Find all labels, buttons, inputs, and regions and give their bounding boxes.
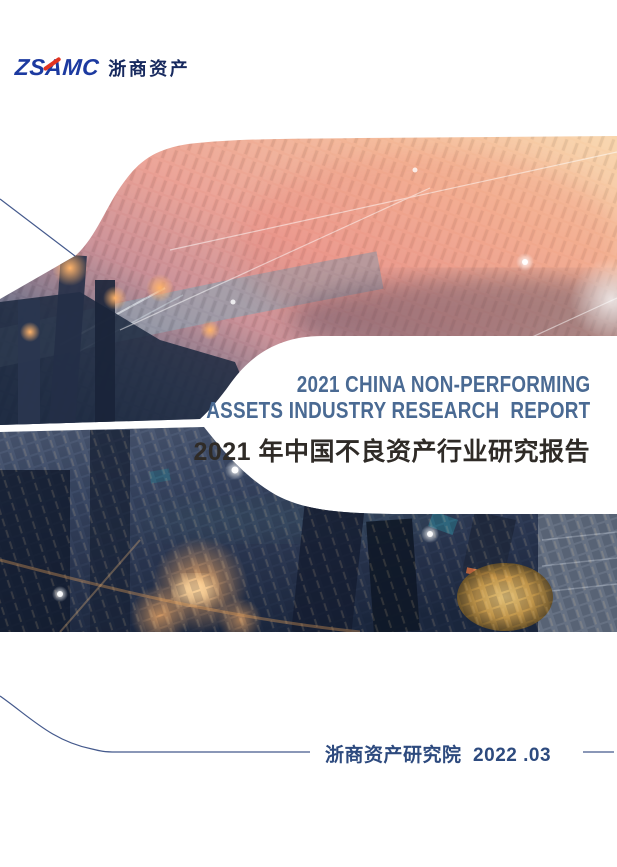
title-english-line2: ASSETS INDUSTRY RESEARCH REPORT — [205, 397, 590, 423]
city-photo-lower — [0, 427, 617, 632]
brand-logo-chinese: 浙商资产 — [108, 59, 191, 79]
title-chinese: 2021 年中国不良资产行业研究报告 — [193, 438, 590, 466]
title-english-line1: 2021 CHINA NON-PERFORMING — [296, 371, 590, 397]
footer-rule-left — [0, 695, 310, 753]
brand-logo: ZSAMC 浙商资产 — [14, 54, 191, 80]
title-block: 2021 CHINA NON-PERFORMING ASSETS INDUSTR… — [122, 371, 590, 468]
corner-diagonal-line — [0, 198, 76, 257]
city-photo-upper — [0, 136, 617, 425]
footer-publisher: 浙商资产研究院 2022 .03 — [325, 745, 552, 766]
